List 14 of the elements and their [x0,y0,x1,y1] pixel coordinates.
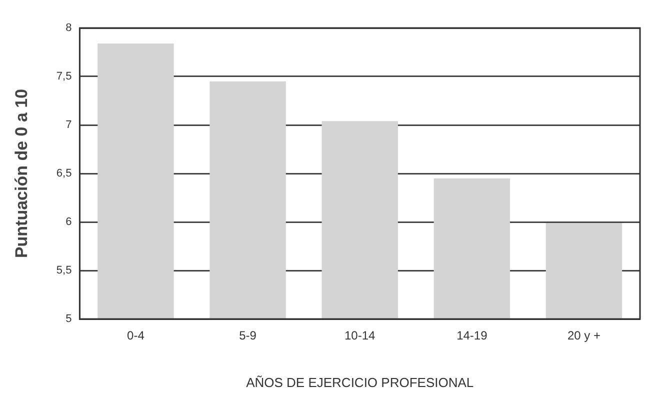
y-tick-label: 8 [66,22,72,34]
y-tick-label: 6,5 [56,168,72,180]
y-tick-label: 5,5 [56,264,72,277]
y-tick-label: 6 [66,216,72,228]
y-tick-label: 7 [66,119,72,132]
y-axis-title: Puntuación de 0 a 10 [12,88,31,258]
y-tick-label: 7,5 [56,70,72,83]
x-tick-label: 10-14 [344,328,376,343]
x-tick-label: 5-9 [239,328,257,343]
x-tick-label: 20 y + [567,328,600,343]
x-tick-label: 14-19 [456,328,488,343]
x-axis-title: AÑOS DE EJERCICIO PROFESIONAL [246,374,474,390]
y-tick-label: 5 [66,313,72,326]
x-tick-label: 0-4 [127,328,145,343]
